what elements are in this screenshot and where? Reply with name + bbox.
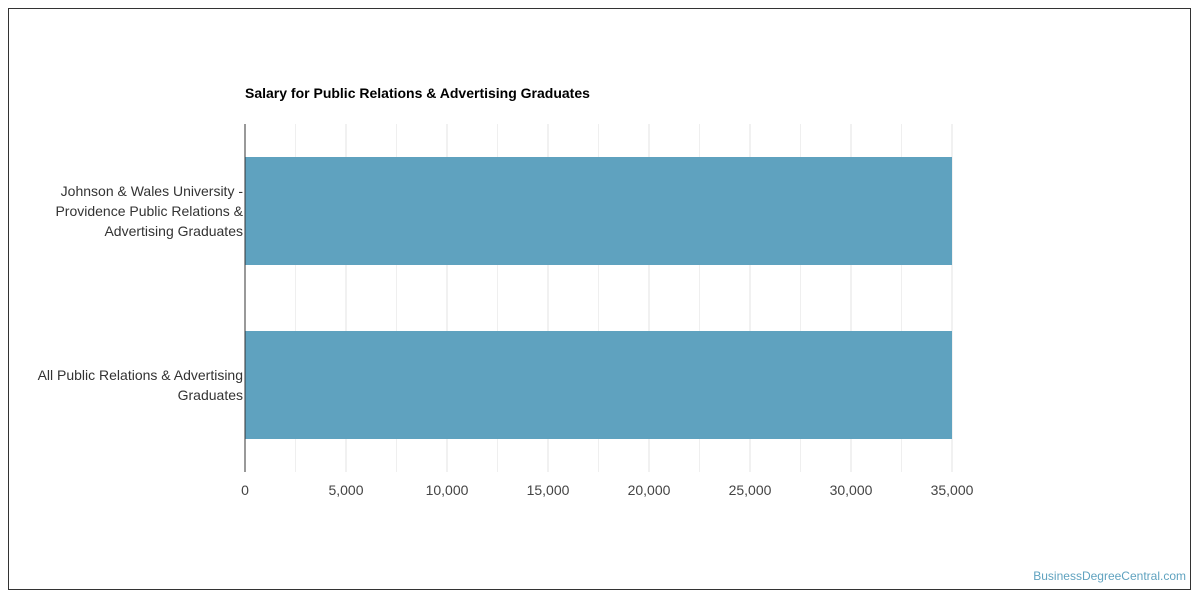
category-label-line: Providence Public Relations & [55,203,243,219]
x-tick-label: 30,000 [830,482,873,498]
category-label-line: Graduates [177,387,243,403]
category-label: All Public Relations & Advertising Gradua… [7,365,243,405]
x-tick-label: 20,000 [628,482,671,498]
x-tick-label: 35,000 [931,482,974,498]
x-tick-label: 15,000 [527,482,570,498]
x-tick-label: 25,000 [729,482,772,498]
category-label-line: Advertising Graduates [104,223,243,239]
category-label: Johnson & Wales University - Providence P… [7,181,243,241]
x-tick-label: 0 [241,482,249,498]
x-tick-label: 5,000 [328,482,363,498]
chart-frame [8,8,1191,590]
watermark[interactable]: BusinessDegreeCentral.com [1033,569,1186,583]
x-tick-label: 10,000 [426,482,469,498]
bar [245,331,952,439]
category-label-line: Johnson & Wales University - [60,183,243,199]
category-label-line: All Public Relations & Advertising [37,367,243,383]
bar [245,157,952,265]
chart-title: Salary for Public Relations & Advertisin… [245,85,590,101]
